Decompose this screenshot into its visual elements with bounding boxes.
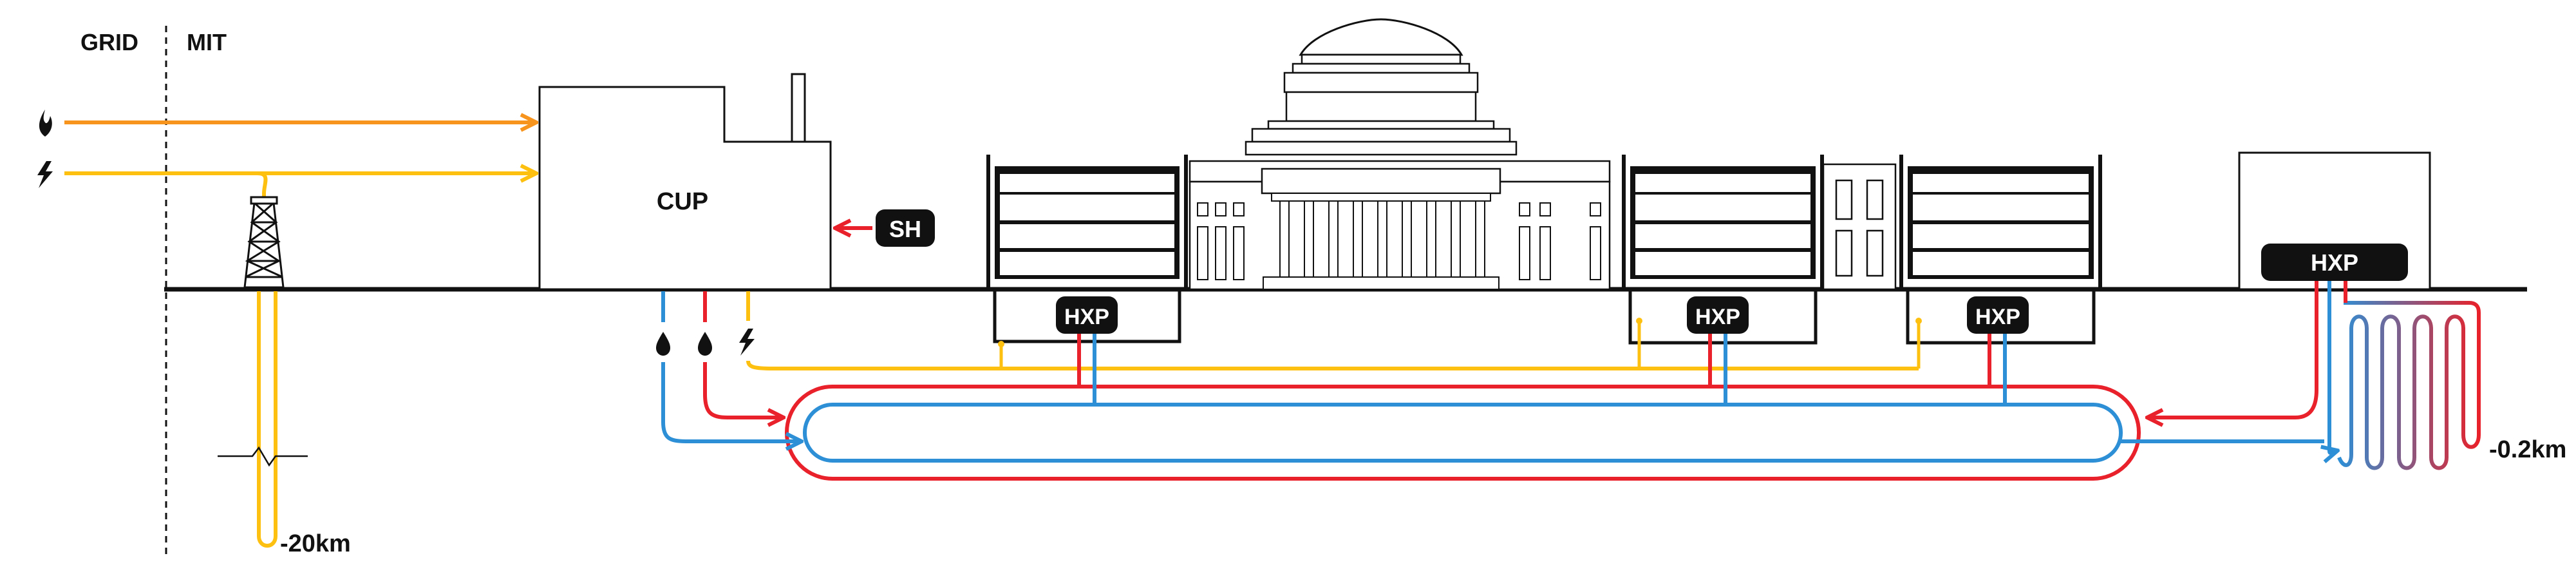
- hxp-label: HXP: [1695, 305, 1740, 329]
- cup-blue-feeder: [661, 362, 800, 441]
- connector-building: [1822, 163, 1897, 291]
- electric-to-geothermal: [257, 171, 268, 200]
- cold-return-loop: [803, 403, 2123, 463]
- depth-break-mark: [218, 446, 308, 467]
- shallow-geothermal-coil: [2337, 281, 2481, 470]
- deep-depth-label: -20km: [280, 530, 351, 557]
- hot-supply-loop: [785, 385, 2141, 481]
- shallow-depth-label: -0.2km: [2489, 436, 2566, 463]
- building-right: [1899, 155, 2102, 345]
- water-drop-icon: [698, 332, 712, 356]
- mit-label: MIT: [187, 29, 227, 55]
- electric-distribution-line: [746, 360, 1919, 370]
- hxp-badge: HXP: [1967, 296, 2029, 334]
- lightning-icon: [739, 329, 755, 356]
- lightning-icon: [37, 161, 53, 188]
- building-left: [986, 155, 1188, 343]
- hxp-badge: HXP: [1687, 296, 1749, 334]
- drill-tower-icon: [243, 196, 285, 289]
- cup-red-feeder: [703, 362, 782, 418]
- electric-node: [998, 341, 1004, 347]
- flame-icon: [39, 110, 52, 137]
- water-drop-icon: [656, 332, 670, 356]
- deep-geothermal-well: [257, 291, 277, 548]
- building-middle: [1622, 155, 1824, 345]
- grid-label: GRID: [80, 29, 138, 55]
- electric-node: [1915, 318, 1922, 324]
- sh-label: SH: [889, 216, 921, 242]
- hxp-label: HXP: [1975, 305, 2020, 329]
- hxp-badge: HXP: [1056, 296, 1118, 334]
- sh-badge: SH: [876, 209, 935, 247]
- great-dome-building: [1189, 18, 1611, 291]
- hxp-label: HXP: [1064, 305, 1109, 329]
- hxp-badge: HXP: [2261, 244, 2408, 281]
- cup-building: [538, 73, 832, 291]
- plant-cold-feed: [2329, 281, 2336, 453]
- hxp-label-large: HXP: [2311, 249, 2358, 276]
- plant-hot-return: [2149, 281, 2318, 418]
- cup-smokestack: [791, 73, 806, 143]
- electric-node: [1636, 318, 1642, 324]
- cup-label: CUP: [657, 188, 708, 215]
